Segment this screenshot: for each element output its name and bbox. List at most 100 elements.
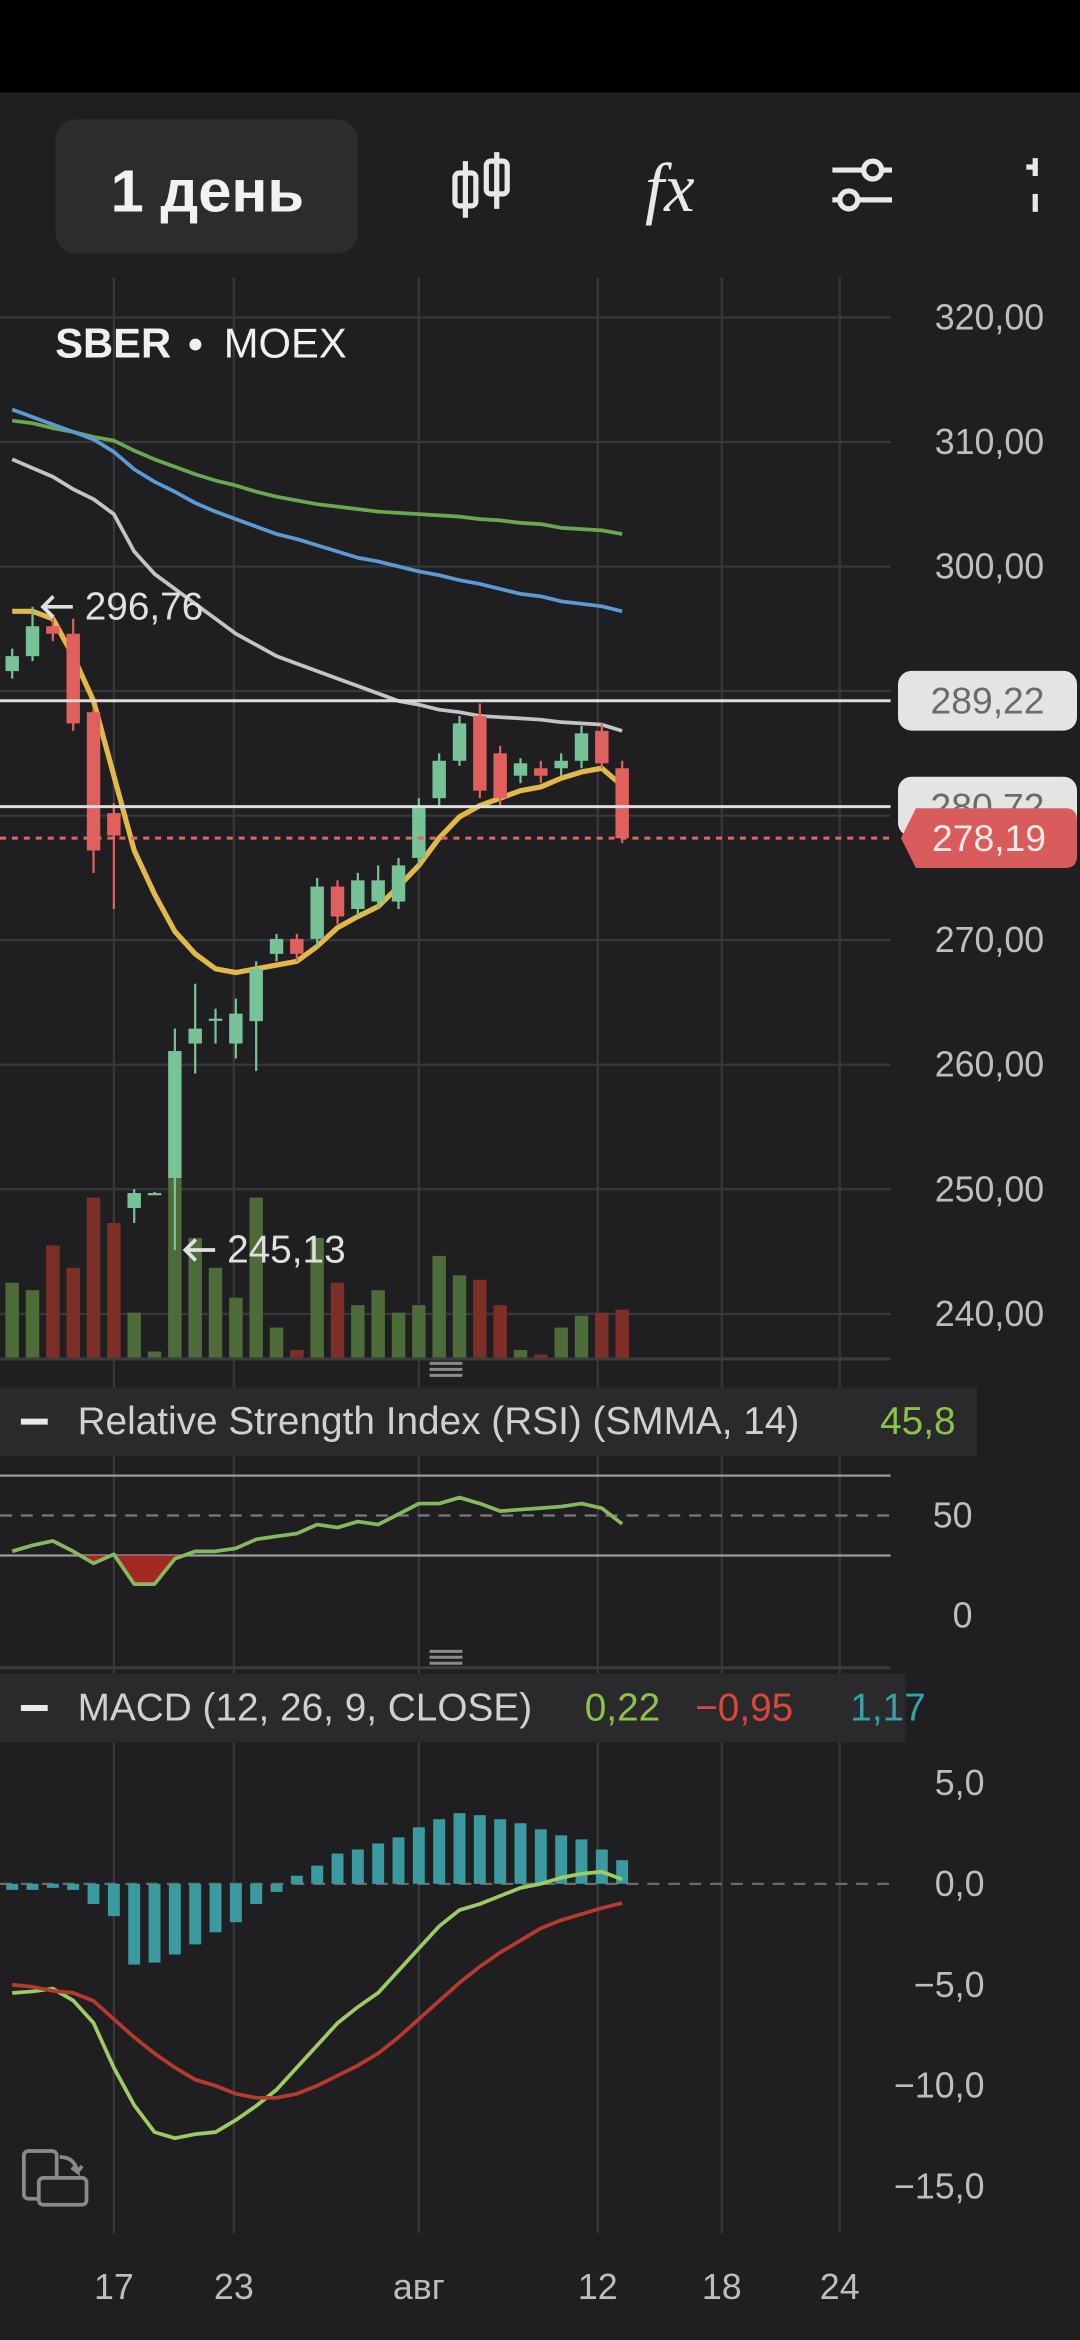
indicators-button[interactable]: fx bbox=[645, 150, 695, 226]
candle-body bbox=[127, 1193, 141, 1208]
candle-body bbox=[574, 733, 589, 761]
y-tick-label: 50 bbox=[933, 1496, 973, 1536]
histogram-bar bbox=[46, 1883, 59, 1888]
histogram-bar bbox=[514, 1823, 527, 1884]
moving-average-line bbox=[11, 457, 623, 733]
candle-body bbox=[249, 968, 263, 1022]
histogram-bar bbox=[555, 1835, 568, 1884]
volume-bar bbox=[188, 1237, 202, 1358]
histogram-bar bbox=[128, 1883, 141, 1965]
candle-body bbox=[290, 938, 304, 954]
histogram-bar bbox=[534, 1829, 547, 1884]
header-background bbox=[0, 1673, 906, 1743]
histogram-bar bbox=[433, 1819, 446, 1884]
histogram-bar bbox=[189, 1883, 202, 1945]
volume-bar bbox=[5, 1282, 19, 1358]
candle-body bbox=[513, 763, 528, 776]
volume-bar bbox=[534, 1354, 548, 1358]
histogram-bar bbox=[392, 1837, 405, 1884]
macd-line bbox=[12, 1869, 623, 2141]
volume-bar bbox=[513, 1349, 528, 1358]
candle-body bbox=[493, 753, 507, 799]
volume-bar bbox=[554, 1327, 568, 1358]
macd-header: MACD (12, 26, 9, CLOSE) 0,22 −0,95 1,17 bbox=[0, 1673, 926, 1743]
candle-body bbox=[330, 886, 345, 917]
status-bar bbox=[0, 0, 1080, 93]
histogram-bar bbox=[372, 1843, 385, 1884]
annotation-arrow bbox=[182, 1238, 216, 1262]
histogram-bar bbox=[351, 1849, 364, 1884]
volume-bar bbox=[574, 1315, 589, 1358]
annotation-label: 296,76 bbox=[85, 585, 204, 628]
signal-value: −0,95 bbox=[695, 1687, 793, 1730]
x-tick-label: авг bbox=[393, 2267, 445, 2307]
moving-average-line bbox=[12, 608, 624, 976]
interval-label[interactable]: 1 день bbox=[111, 157, 305, 224]
volume-bar bbox=[86, 1197, 101, 1358]
candle-body bbox=[25, 626, 40, 657]
volume-bar bbox=[310, 1237, 324, 1358]
histogram-bar bbox=[311, 1865, 324, 1884]
candle-body bbox=[371, 880, 385, 902]
oversold-area bbox=[12, 1555, 623, 1585]
candle-body bbox=[5, 656, 19, 672]
moving-average-line bbox=[11, 407, 623, 614]
y-tick-label: −15,0 bbox=[894, 2167, 985, 2207]
volume-bar bbox=[127, 1312, 141, 1358]
x-tick-label: 23 bbox=[214, 2267, 254, 2307]
y-tick-label: 5,0 bbox=[935, 1763, 985, 1803]
last-price-label: 278,19 bbox=[932, 817, 1046, 859]
histogram-bar bbox=[270, 1883, 283, 1892]
histogram-bar bbox=[331, 1853, 344, 1884]
volume-bar bbox=[391, 1312, 406, 1358]
volume-bar bbox=[432, 1255, 446, 1358]
interval-button[interactable] bbox=[55, 119, 359, 254]
indicator-title: Relative Strength Index (RSI) (SMMA, 14) bbox=[78, 1400, 800, 1443]
chart-type-button[interactable] bbox=[452, 152, 510, 218]
histogram-bar bbox=[209, 1883, 222, 1933]
histogram-bar bbox=[107, 1883, 120, 1917]
y-tick-label: 250,00 bbox=[935, 1169, 1044, 1209]
settings-button[interactable] bbox=[832, 158, 893, 212]
plot-layer: 296,76 245,13 bbox=[0, 407, 891, 2141]
y-tick-label: 310,00 bbox=[935, 422, 1044, 462]
exchange: MOEX bbox=[224, 320, 347, 367]
candle-body bbox=[147, 1193, 162, 1196]
histogram-bar bbox=[494, 1819, 507, 1884]
candle-body bbox=[269, 938, 284, 954]
y-tick-label: 260,00 bbox=[935, 1045, 1044, 1085]
histogram-bar bbox=[87, 1883, 100, 1905]
volume-bar bbox=[493, 1305, 507, 1358]
volume-bar bbox=[330, 1282, 345, 1358]
candle-body bbox=[534, 768, 548, 776]
x-tick-label: 18 bbox=[702, 2267, 742, 2307]
volume-bar bbox=[168, 1178, 182, 1358]
x-tick-label: 17 bbox=[94, 2267, 134, 2307]
rsi-line bbox=[11, 1495, 624, 1586]
pane-separators bbox=[0, 1357, 891, 1670]
volume-bar bbox=[46, 1245, 60, 1358]
volume-bar bbox=[269, 1327, 284, 1358]
histogram-bar bbox=[229, 1883, 242, 1923]
histogram-bar bbox=[453, 1813, 466, 1884]
toolbar: 1 день fx bbox=[55, 119, 1038, 254]
histogram-bar bbox=[290, 1875, 303, 1884]
rotate-button[interactable] bbox=[22, 2149, 89, 2207]
y-tick-label: 0 bbox=[953, 1595, 973, 1635]
moving-average-line bbox=[11, 418, 623, 536]
histogram-bar bbox=[168, 1883, 181, 1955]
histogram-bar bbox=[250, 1883, 263, 1905]
rsi-header: Relative Strength Index (RSI) (SMMA, 14)… bbox=[0, 1387, 978, 1456]
indicator-title: MACD (12, 26, 9, CLOSE) bbox=[78, 1687, 533, 1730]
y-tick-label: 300,00 bbox=[935, 546, 1044, 586]
y-tick-label: −10,0 bbox=[894, 2066, 985, 2106]
histogram-bar bbox=[6, 1883, 19, 1890]
ticker-separator bbox=[189, 338, 202, 351]
more-button[interactable] bbox=[1026, 158, 1038, 212]
histogram-bar bbox=[595, 1849, 608, 1884]
y-tick-label: 240,00 bbox=[935, 1294, 1044, 1334]
volume-bar bbox=[473, 1279, 487, 1358]
candle-body bbox=[452, 723, 467, 761]
price-tag-label: 289,22 bbox=[930, 680, 1044, 722]
histogram-bar bbox=[412, 1827, 425, 1884]
